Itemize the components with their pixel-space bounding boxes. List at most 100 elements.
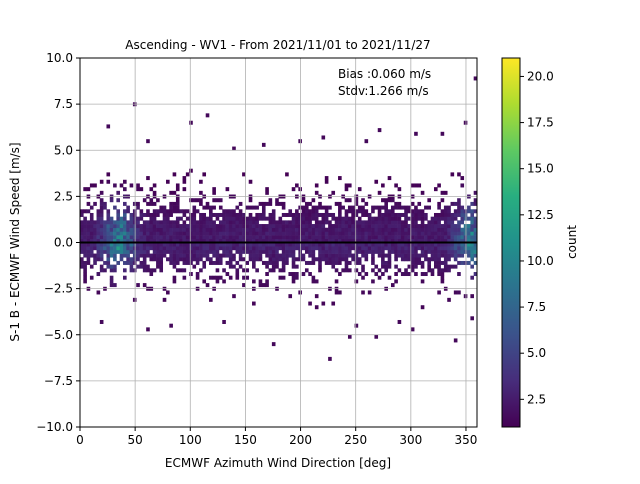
heatmap-cell [96, 231, 101, 236]
heatmap-cell [357, 257, 362, 262]
heatmap-cell [169, 235, 173, 240]
heatmap-cell [228, 257, 233, 262]
heatmap-cell [169, 201, 173, 206]
heatmap-cell [470, 235, 474, 240]
heatmap-cell [235, 260, 240, 265]
heatmap-cell [228, 264, 233, 269]
heatmap-cell [159, 220, 164, 225]
heatmap-cell [357, 231, 362, 236]
heatmap-cell [89, 253, 94, 258]
heatmap-cell [209, 260, 213, 265]
heatmap-outlier-cell [321, 135, 326, 140]
heatmap-cell [447, 249, 451, 254]
heatmap-cell [235, 275, 240, 280]
y-tick-label: 0.0 [54, 236, 73, 250]
heatmap-cell [367, 238, 372, 243]
heatmap-cell [390, 283, 395, 288]
heatmap-cell [473, 238, 478, 243]
heatmap-cell [281, 227, 286, 232]
heatmap-cell [367, 224, 372, 229]
heatmap-cell [258, 249, 263, 254]
heatmap-cell [314, 190, 319, 195]
heatmap-cell [367, 212, 372, 217]
heatmap-cell [314, 220, 319, 225]
heatmap-cell [328, 238, 332, 243]
heatmap-cell [129, 238, 134, 243]
heatmap-cell [123, 253, 127, 258]
heatmap-cell [126, 257, 130, 262]
heatmap-cell [457, 172, 461, 177]
heatmap-cell [142, 249, 147, 254]
heatmap-cell [175, 238, 180, 243]
heatmap-cell [166, 220, 170, 225]
heatmap-cell [159, 264, 164, 269]
heatmap-cell [179, 235, 183, 240]
heatmap-cell [347, 235, 352, 240]
heatmap-outlier-cell [440, 131, 445, 136]
heatmap-cell [113, 253, 117, 258]
heatmap-cell [202, 264, 207, 269]
heatmap-cell [410, 224, 415, 229]
heatmap-cell [414, 260, 418, 265]
heatmap-cell [129, 264, 134, 269]
heatmap-cell [232, 242, 236, 247]
heatmap-cell [248, 198, 253, 203]
heatmap-cell [437, 249, 441, 254]
heatmap-cell [291, 257, 296, 262]
heatmap-cell [278, 246, 283, 251]
heatmap-cell [344, 268, 349, 273]
heatmap-cell [430, 253, 435, 258]
heatmap-cell [189, 257, 193, 262]
heatmap-cell [354, 227, 359, 232]
heatmap-cell [132, 216, 137, 221]
heatmap-cell [182, 260, 187, 265]
heatmap-cell [381, 272, 385, 277]
heatmap-cell [99, 224, 104, 229]
heatmap-cell [291, 187, 296, 192]
heatmap-cell [384, 224, 388, 229]
heatmap-cell [123, 246, 127, 251]
heatmap-cell [245, 275, 250, 280]
heatmap-cell [295, 183, 299, 188]
heatmap-cell [175, 268, 180, 273]
heatmap-cell [80, 238, 84, 243]
heatmap-outlier-cell [99, 319, 104, 324]
heatmap-cell [93, 183, 97, 188]
heatmap-cell [232, 209, 236, 214]
heatmap-cell [470, 224, 474, 229]
heatmap-cell [295, 220, 299, 225]
heatmap-cell [281, 275, 286, 280]
heatmap-cell [467, 249, 471, 254]
heatmap-cell [212, 224, 216, 229]
heatmap-cell [83, 209, 87, 214]
heatmap-cell [447, 231, 451, 236]
heatmap-cell [384, 246, 388, 251]
heatmap-cell [152, 220, 157, 225]
heatmap-cell [252, 257, 256, 262]
heatmap-cell [364, 224, 369, 229]
heatmap-cell [182, 212, 187, 217]
heatmap-cell [245, 220, 250, 225]
heatmap-cell [397, 187, 402, 192]
heatmap-cell [377, 231, 382, 236]
heatmap-cell [255, 249, 259, 254]
heatmap-cell [202, 231, 207, 236]
heatmap-cell [189, 216, 193, 221]
heatmap-cell [189, 224, 193, 229]
heatmap-cell [331, 264, 336, 269]
heatmap-cell [202, 216, 207, 221]
heatmap-cell [341, 238, 345, 243]
heatmap-cell [113, 235, 117, 240]
heatmap-cell [252, 224, 256, 229]
heatmap-cell [159, 257, 164, 262]
heatmap-cell [410, 238, 415, 243]
heatmap-cell [185, 257, 190, 262]
heatmap-cell [308, 209, 312, 214]
heatmap-cell [364, 246, 369, 251]
heatmap-cell [354, 198, 359, 203]
heatmap-cell [252, 220, 256, 225]
heatmap-cell [83, 187, 87, 192]
heatmap-cell [357, 272, 362, 277]
heatmap-cell [467, 246, 471, 251]
heatmap-cell [443, 205, 448, 210]
